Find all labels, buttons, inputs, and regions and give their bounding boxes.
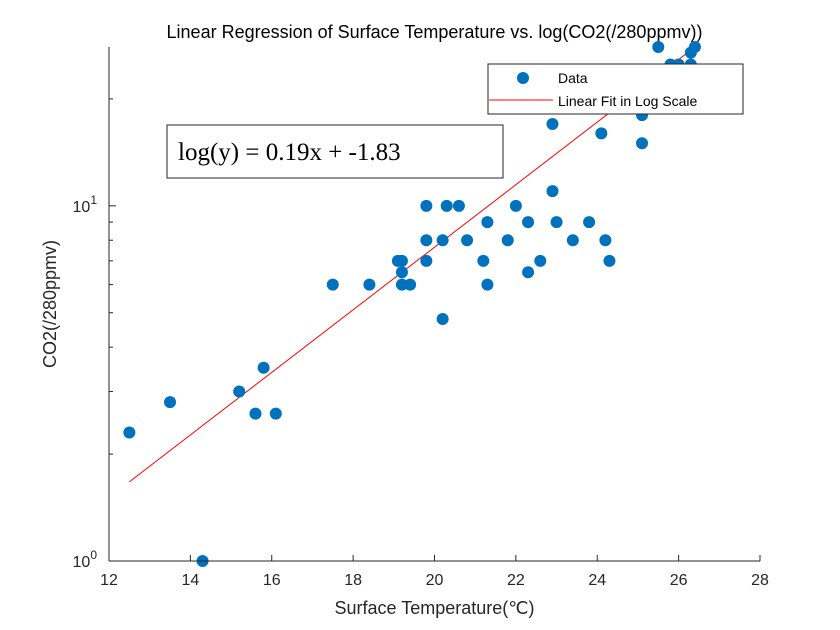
data-point	[269, 407, 282, 420]
plot-area	[109, 47, 760, 561]
x-tick-label: 20	[426, 572, 444, 589]
data-point	[546, 117, 559, 130]
data-point	[363, 278, 376, 291]
data-point	[566, 234, 579, 247]
x-tick-label: 22	[507, 572, 525, 589]
data-point	[522, 216, 535, 229]
fit-line	[129, 46, 696, 483]
x-tick-label: 18	[344, 572, 362, 589]
y-axis-label: CO2(/280ppmv)	[40, 240, 60, 368]
data-point	[636, 137, 649, 150]
legend-marker-data	[517, 72, 529, 84]
y-axis-ticks: 100 101	[73, 98, 116, 571]
data-point	[395, 266, 408, 279]
data-point	[452, 199, 465, 212]
x-tick-label: 16	[263, 572, 281, 589]
data-point	[326, 278, 339, 291]
data-point	[436, 313, 449, 326]
data-point	[123, 426, 136, 439]
x-tick-label: 14	[181, 572, 199, 589]
legend-label-fit: Linear Fit in Log Scale	[558, 93, 698, 109]
x-axis-ticks: 12 14 16 18 20 22 24 26 28	[100, 555, 769, 589]
x-tick-label: 28	[751, 572, 769, 589]
data-point	[481, 216, 494, 229]
legend-label-data: Data	[558, 70, 588, 86]
data-point	[477, 254, 490, 267]
data-point	[164, 396, 177, 409]
y-tick-label: 100	[73, 548, 98, 571]
x-tick-label: 12	[100, 572, 118, 589]
data-point	[501, 234, 514, 247]
data-point	[420, 234, 433, 247]
data-points-layer	[123, 41, 701, 567]
chart-title: Linear Regression of Surface Temperature…	[167, 22, 703, 42]
data-point	[550, 216, 563, 229]
data-point	[603, 254, 616, 267]
data-point	[404, 278, 417, 291]
data-point	[436, 234, 449, 247]
data-point	[420, 199, 433, 212]
data-point	[522, 266, 535, 279]
x-tick-label: 26	[670, 572, 688, 589]
equation-text: log(y) = 0.19x + -1.83	[178, 139, 401, 166]
data-point	[257, 361, 270, 374]
data-point	[534, 254, 547, 267]
data-point	[688, 41, 701, 53]
legend-box	[487, 63, 744, 115]
x-tick-label: 24	[588, 572, 606, 589]
data-point	[599, 234, 612, 247]
fit-line-layer	[129, 46, 696, 483]
legend: Data Linear Fit in Log Scale	[487, 63, 744, 115]
equation-box	[166, 124, 504, 179]
data-point	[440, 199, 453, 212]
data-point	[652, 41, 665, 53]
data-point	[395, 254, 408, 267]
data-point	[595, 127, 608, 140]
equation-annotation: log(y) = 0.19x + -1.83	[166, 124, 504, 179]
y-tick-label: 101	[73, 193, 98, 216]
x-axis-label: Surface Temperature(℃)	[335, 598, 535, 618]
data-point	[583, 216, 596, 229]
data-point	[546, 185, 559, 198]
data-point	[481, 278, 494, 291]
data-point	[249, 407, 262, 420]
data-point	[461, 234, 474, 247]
data-point	[420, 254, 433, 267]
data-point	[233, 385, 246, 398]
data-point	[509, 199, 522, 212]
